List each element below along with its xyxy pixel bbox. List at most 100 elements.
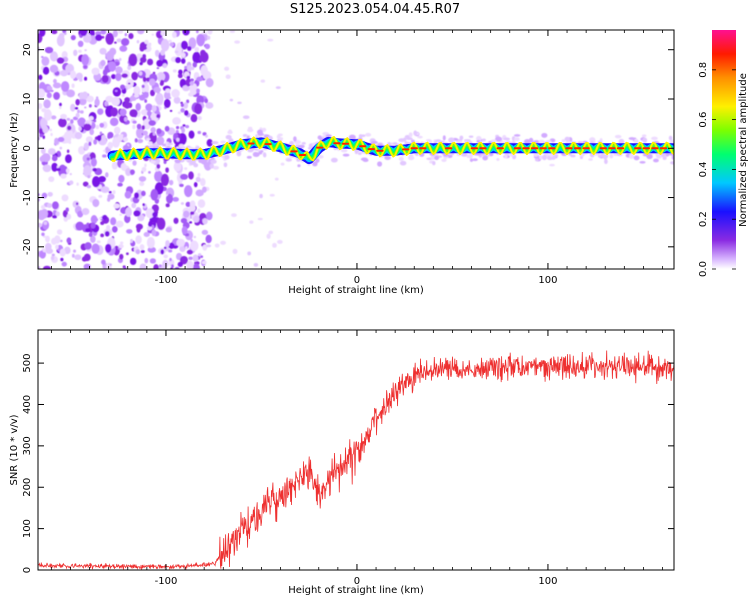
- spectral-noise-blob: [202, 186, 207, 193]
- spectral-noise-blob: [148, 223, 152, 227]
- ridge-halo-blob: [597, 154, 602, 158]
- spectral-noise-blob: [111, 161, 118, 170]
- spectral-noise-blob: [180, 108, 185, 113]
- spectral-noise-blob: [142, 130, 148, 136]
- spectral-noise-blob: [38, 74, 43, 80]
- spectral-noise-blob: [70, 70, 77, 80]
- ridge-halo-blob: [549, 163, 555, 167]
- spectral-noise-blob: [146, 110, 152, 117]
- spectral-noise-blob: [86, 122, 89, 124]
- spectral-noise-blob: [126, 252, 129, 256]
- spectral-noise-blob: [52, 201, 59, 210]
- spectral-noise-blob: [141, 125, 145, 130]
- ridge-halo-blob: [504, 154, 508, 159]
- ridge-halo-blob: [604, 158, 608, 165]
- spectral-noise-blob: [138, 71, 143, 76]
- spectral-noise-blob: [175, 57, 181, 64]
- spectral-noise-blob: [116, 38, 122, 43]
- spectral-noise-blob: [146, 225, 153, 231]
- ridge-halo-blob: [628, 153, 634, 159]
- spectral-noise-blob: [147, 58, 154, 66]
- spectral-noise-blob: [151, 204, 159, 213]
- spectral-noise-blob: [152, 132, 156, 136]
- spectral-noise-blob: [93, 139, 98, 145]
- spectral-noise-blob: [189, 240, 199, 252]
- spectral-noise-blob: [58, 118, 67, 128]
- spectral-noise-blob: [183, 102, 189, 109]
- spectral-noise-blob: [188, 130, 195, 139]
- spectral-noise-blob: [92, 198, 100, 208]
- spectral-noise-blob: [38, 88, 46, 99]
- spectral-noise-blob: [100, 221, 105, 226]
- spectral-noise-blob: [111, 74, 116, 80]
- spectral-noise-blob: [42, 265, 51, 269]
- ridge-halo-blob: [662, 156, 667, 160]
- x-tick-label: 100: [538, 275, 557, 286]
- spectral-noise-blob: [176, 238, 186, 247]
- spectral-noise-blob: [150, 126, 156, 133]
- colorbar-tick-label: 0.6: [698, 112, 709, 128]
- spectral-noise-blob: [39, 133, 44, 138]
- spectral-noise-blob: [260, 79, 266, 83]
- spectral-noise-blob: [165, 240, 170, 247]
- spectral-noise-blob: [88, 232, 93, 238]
- spectral-noise-blob: [181, 58, 186, 64]
- spectral-noise-blob: [139, 61, 143, 66]
- spectral-noise-blob: [139, 263, 147, 269]
- ridge-halo-blob: [614, 134, 622, 139]
- spectral-noise-blob: [68, 180, 74, 185]
- spectral-noise-blob: [150, 89, 155, 97]
- spectral-noise-blob: [214, 243, 220, 248]
- ridge-halo-blob: [538, 139, 545, 144]
- y-tick-label: -10: [22, 189, 33, 205]
- spectral-noise-blob: [165, 227, 172, 233]
- spectral-noise-blob: [185, 201, 191, 207]
- ridge-halo-blob: [209, 163, 214, 169]
- spectral-noise-blob: [84, 76, 88, 81]
- snr-ticks: -100 0 100 0 100 200 300 400 500: [22, 330, 674, 587]
- spectral-noise-blob: [156, 163, 161, 169]
- spectral-noise-blob: [108, 191, 112, 194]
- spectral-noise-blob: [46, 92, 52, 99]
- spectral-noise-blob: [127, 82, 131, 85]
- spectral-noise-blob: [66, 117, 71, 121]
- spectral-noise-blob: [109, 263, 112, 266]
- spectral-noise-blob: [137, 30, 145, 35]
- ridge-halo-blob: [340, 148, 348, 153]
- spectral-noise-blob: [185, 124, 190, 129]
- spectral-noise-blob: [91, 243, 100, 254]
- ridge-halo-blob: [476, 135, 482, 142]
- spectral-noise-blob: [232, 248, 238, 255]
- spectral-noise-blob: [98, 175, 106, 183]
- spectral-noise-blob: [91, 67, 100, 76]
- spectral-noise-blob: [152, 211, 158, 218]
- ridge-halo-blob: [534, 158, 539, 162]
- spectral-noise-blob: [268, 230, 274, 235]
- spectral-noise-blob: [134, 94, 140, 98]
- spectral-noise-blob: [61, 194, 69, 202]
- spectral-noise-blob: [59, 146, 63, 150]
- spectral-noise-blob: [192, 254, 199, 262]
- spectral-noise-blob: [103, 149, 106, 152]
- spectral-noise-blob: [71, 83, 75, 89]
- spectral-noise-blob: [75, 221, 85, 231]
- spectral-noise-blob: [205, 102, 214, 109]
- spectral-noise-blob: [179, 245, 186, 252]
- ridge-halo-blob: [398, 138, 406, 143]
- spectral-noise-blob: [55, 211, 60, 217]
- spectral-noise-blob: [50, 89, 54, 93]
- spectral-noise-blob: [148, 171, 151, 174]
- spectral-noise-blob: [124, 97, 131, 103]
- spectral-noise-blob: [229, 30, 235, 33]
- spectral-noise-blob: [115, 72, 122, 82]
- spectral-noise-blob: [154, 49, 160, 57]
- spectral-noise-blob: [98, 194, 103, 198]
- ridge-halo-blob: [618, 138, 625, 145]
- spectral-noise-blob: [115, 220, 124, 228]
- spectral-noise-blob: [225, 74, 231, 79]
- spectral-noise-blob: [101, 35, 105, 39]
- spectral-noise-blob: [169, 42, 175, 47]
- spectral-noise-blob: [160, 39, 170, 52]
- spectral-noise-blob: [45, 235, 50, 243]
- spectral-noise-blob: [139, 56, 147, 63]
